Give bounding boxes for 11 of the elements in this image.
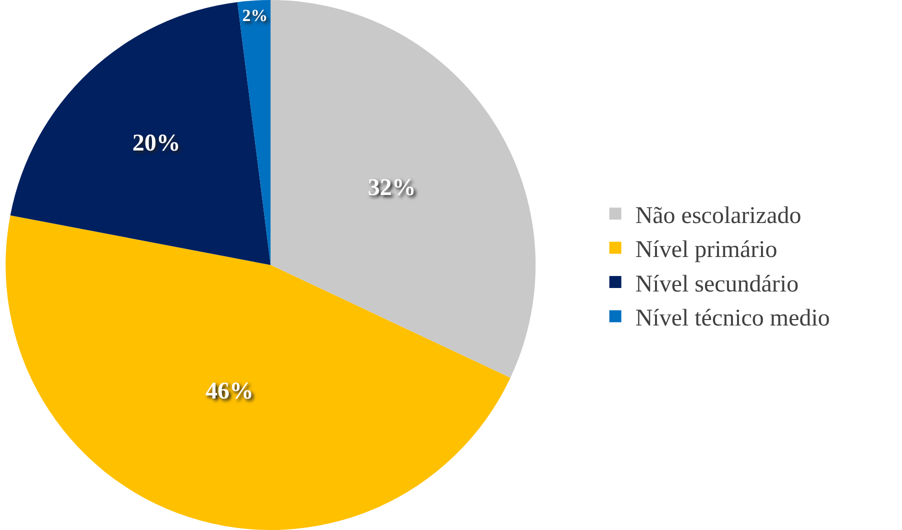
legend-label: Nível secundário [635, 271, 799, 298]
data-label: 2% [242, 6, 268, 26]
legend-label: Não escolarizado [635, 202, 802, 229]
pie-slice [270, 0, 536, 378]
legend-label: Nível técnico medio [635, 306, 830, 332]
pie-slice [10, 2, 271, 265]
data-label: 20% [132, 130, 180, 156]
data-label: 32% [368, 175, 416, 202]
legend-label: Nível primário [635, 237, 778, 264]
pie-slice [6, 215, 510, 530]
data-label: 46% [205, 378, 254, 405]
